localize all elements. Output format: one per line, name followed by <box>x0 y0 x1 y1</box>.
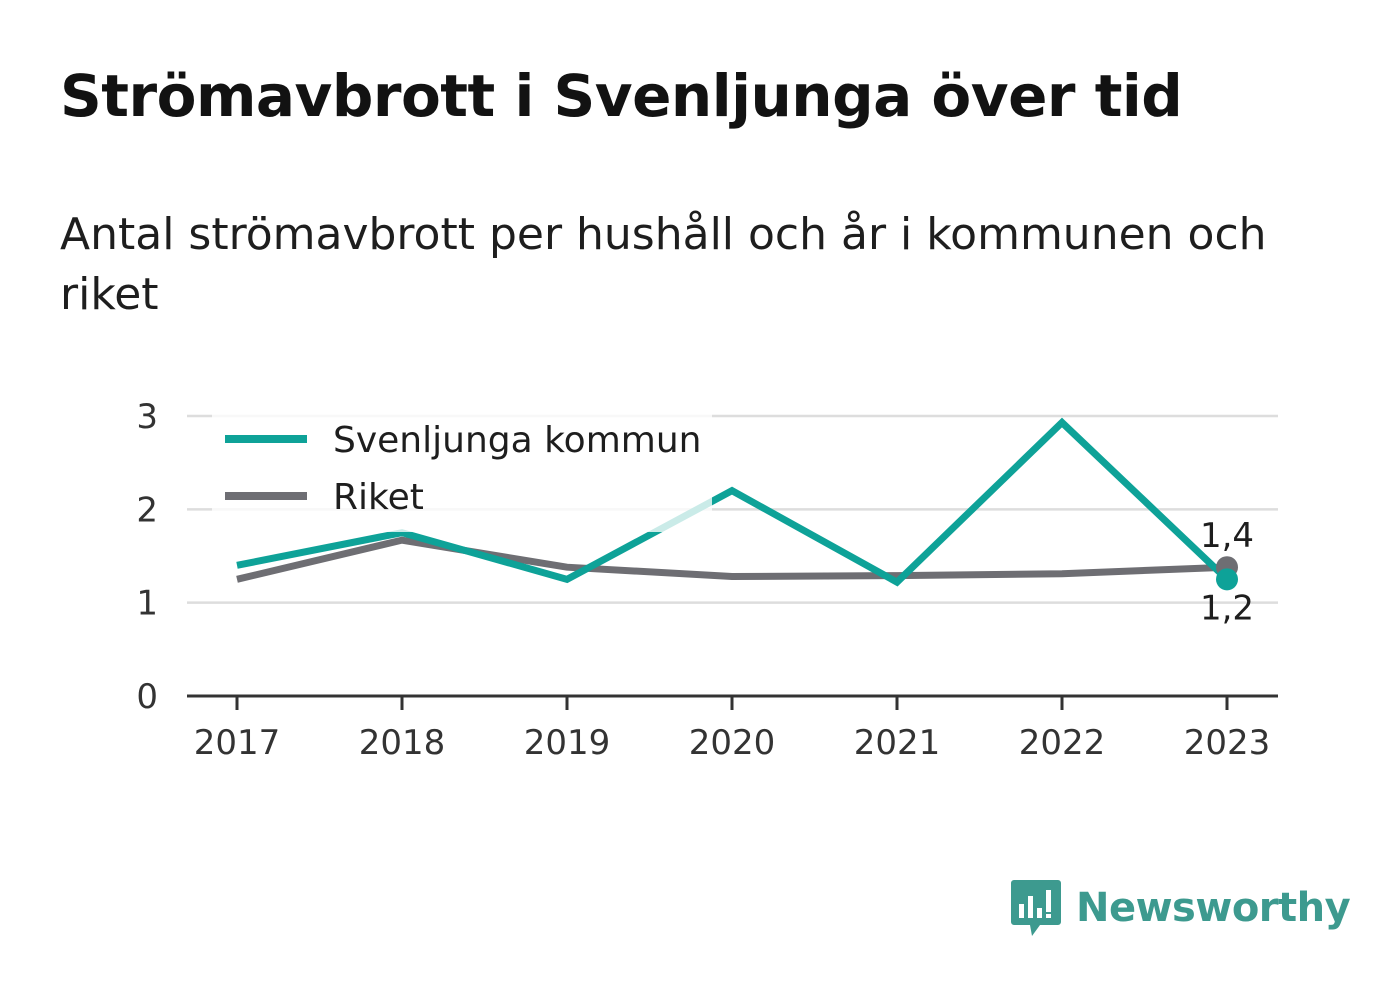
y-tick-label: 3 <box>136 397 158 437</box>
end-point-svenljunga <box>1216 568 1238 591</box>
x-axis: 2017 2018 2019 2020 2021 2022 2023 <box>187 694 1278 763</box>
x-tick-label: 2023 <box>1184 723 1271 763</box>
legend-label: Riket <box>333 477 424 518</box>
y-tick-label: 0 <box>136 677 158 717</box>
end-labels: 1,4 1,2 <box>1200 516 1254 628</box>
legend: Svenljunga kommun Riket <box>212 412 712 532</box>
x-tick-label: 2017 <box>194 723 281 763</box>
y-tick-label: 1 <box>136 584 158 624</box>
x-tick-label: 2018 <box>359 723 446 763</box>
chart-subtitle: Antal strömavbrott per hushåll och år i … <box>60 209 1267 320</box>
legend-background <box>212 412 712 532</box>
brand-name: Newsworthy <box>1076 885 1351 931</box>
x-tick-label: 2022 <box>1019 723 1106 763</box>
end-label-riket: 1,4 <box>1200 516 1254 556</box>
end-label-svenljunga: 1,2 <box>1200 588 1254 628</box>
brand-logo: Newsworthy <box>1010 878 1351 938</box>
x-tick-label: 2020 <box>689 723 776 763</box>
newsworthy-logo-icon <box>1011 880 1061 936</box>
series-lines <box>236 417 1238 591</box>
x-tick-label: 2019 <box>524 723 611 763</box>
y-axis-ticks: 0 1 2 3 <box>136 397 158 717</box>
x-tick-label: 2021 <box>854 723 941 763</box>
series-line-svenljunga <box>236 417 1230 587</box>
series-line-riket <box>236 536 1228 583</box>
chart-title: Strömavbrott i Svenljunga över tid <box>60 62 1183 130</box>
legend-label: Svenljunga kommun <box>333 420 701 461</box>
y-tick-label: 2 <box>136 490 158 530</box>
